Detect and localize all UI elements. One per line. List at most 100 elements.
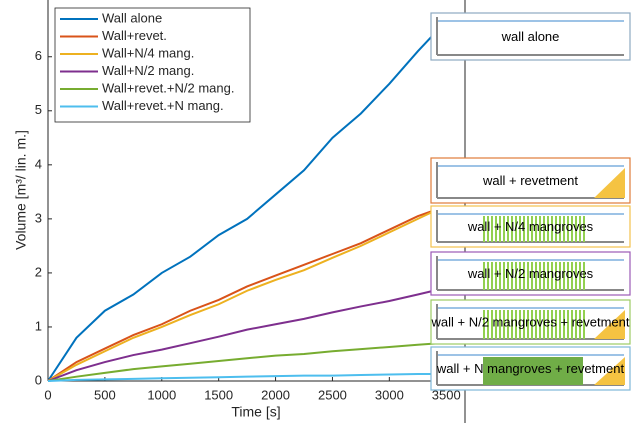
- revetment: [594, 310, 625, 339]
- mangrove: [507, 262, 509, 290]
- revetment: [594, 357, 625, 385]
- mangrove: [575, 216, 577, 242]
- x-tick-label: 1500: [204, 387, 233, 402]
- legend-label: Wall+revet.+N/2 mang.: [102, 80, 234, 95]
- mangrove: [583, 262, 585, 290]
- mangrove: [571, 262, 573, 290]
- mangrove: [495, 262, 497, 290]
- mangrove: [527, 216, 529, 242]
- mangrove: [531, 310, 533, 339]
- mangrove: [511, 310, 513, 339]
- y-axis-label: Volume [m³/ lin. m.]: [13, 130, 29, 250]
- mangrove: [575, 262, 577, 290]
- revetment: [594, 168, 625, 198]
- mangrove: [579, 216, 581, 242]
- x-tick-label: 2000: [261, 387, 290, 402]
- mangrove: [503, 310, 505, 339]
- legend-label: Wall alone: [102, 10, 162, 25]
- mangrove: [487, 216, 489, 242]
- mangrove: [487, 262, 489, 290]
- mangrove: [551, 216, 553, 242]
- mangrove: [483, 310, 485, 339]
- x-tick-label: 2500: [318, 387, 347, 402]
- y-tick-label: 5: [35, 102, 42, 117]
- mangrove: [491, 310, 493, 339]
- mangrove: [555, 216, 557, 242]
- panel: [430, 205, 631, 248]
- mangrove: [491, 216, 493, 242]
- mangrove: [523, 216, 525, 242]
- annotation: wall + N/2 mangroves: [467, 266, 594, 281]
- legend-label: Wall+N/4 mang.: [102, 45, 194, 60]
- series-line: [47, 207, 441, 382]
- mangrove: [543, 262, 545, 290]
- mangrove: [579, 310, 581, 339]
- legend-box: [54, 7, 251, 123]
- mangrove: [519, 216, 521, 242]
- mangrove: [547, 310, 549, 339]
- mangrove: [535, 262, 537, 290]
- x-tick-label: 3000: [375, 387, 404, 402]
- x-tick-label: 0: [44, 387, 51, 402]
- legend-label: Wall+revet.: [102, 28, 167, 43]
- x-tick-label: 500: [94, 387, 116, 402]
- mangrove: [551, 310, 553, 339]
- mangrove: [527, 262, 529, 290]
- mangrove: [559, 216, 561, 242]
- mangrove: [495, 310, 497, 339]
- mangrove: [559, 310, 561, 339]
- x-tick-label: 1000: [147, 387, 176, 402]
- y-tick-label: 1: [35, 318, 42, 333]
- mangrove: [515, 262, 517, 290]
- mangrove: [495, 216, 497, 242]
- mangrove: [563, 216, 565, 242]
- mangrove: [547, 216, 549, 242]
- mangrove: [527, 310, 529, 339]
- mangrove: [519, 262, 521, 290]
- mangrove: [503, 216, 505, 242]
- mangrove: [523, 262, 525, 290]
- series-line: [47, 207, 441, 382]
- mangrove: [563, 262, 565, 290]
- mangrove: [539, 262, 541, 290]
- mangrove: [483, 216, 485, 242]
- mangrove: [543, 310, 545, 339]
- annotation: wall alone: [501, 29, 560, 44]
- mangrove: [583, 310, 585, 339]
- mangrove: [551, 262, 553, 290]
- mangrove: [543, 216, 545, 242]
- mangrove: [531, 216, 533, 242]
- mangrove: [535, 310, 537, 339]
- mangrove: [483, 262, 485, 290]
- mangrove: [539, 310, 541, 339]
- series-line: [47, 342, 441, 382]
- mangrove: [523, 310, 525, 339]
- legend-label: Wall+revet.+N mang.: [102, 98, 224, 113]
- mangrove: [503, 262, 505, 290]
- mangrove: [515, 310, 517, 339]
- mangrove: [571, 216, 573, 242]
- y-tick-label: 2: [35, 264, 42, 279]
- mangrove: [491, 262, 493, 290]
- mangrove: [535, 216, 537, 242]
- mangrove: [511, 262, 513, 290]
- legend-label: Wall+N/2 mang.: [102, 63, 194, 78]
- x-tick-label: 3500: [432, 387, 461, 402]
- mangrove: [483, 357, 583, 385]
- mangrove: [567, 310, 569, 339]
- mangrove: [499, 262, 501, 290]
- y-tick-label: 0: [35, 372, 42, 387]
- mangrove: [563, 310, 565, 339]
- mangrove: [519, 310, 521, 339]
- mangrove: [583, 216, 585, 242]
- mangrove: [499, 216, 501, 242]
- mangrove: [499, 310, 501, 339]
- mangrove: [579, 262, 581, 290]
- mangrove: [539, 216, 541, 242]
- x-axis-label: Time [s]: [231, 404, 280, 420]
- y-tick-label: 6: [35, 48, 42, 63]
- mangrove: [555, 310, 557, 339]
- mangrove: [511, 216, 513, 242]
- mangrove: [571, 310, 573, 339]
- series-line: [47, 372, 441, 382]
